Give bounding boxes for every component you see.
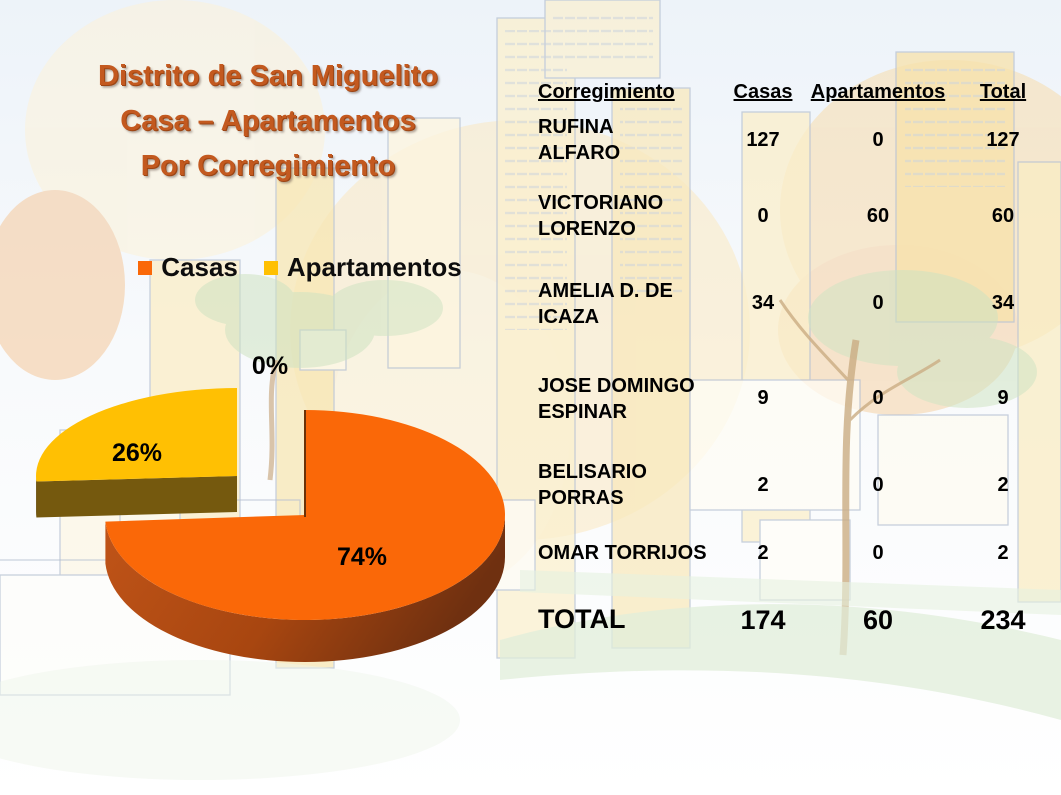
col-header-corregimiento: Corregimiento (538, 81, 675, 103)
cell-apartamentos: 0 (872, 128, 884, 151)
col-header-apartamentos: Apartamentos (810, 81, 946, 103)
cell-apartamentos: 60 (866, 204, 890, 227)
cell-total: 60 (991, 204, 1015, 227)
table-row: AMELIA D. DE ICAZA 34 0 34 (538, 256, 1053, 351)
cell-corregimiento: RUFINA ALFARO (538, 116, 621, 164)
col-header-casas: Casas (733, 81, 793, 103)
table-row: RUFINA ALFARO 127 0 127 (538, 104, 1053, 176)
cell-corregimiento: OMAR TORRIJOS (538, 542, 707, 564)
table-total-row: TOTAL 174 60 234 (538, 582, 1053, 658)
title-line-3: Por Corregimiento (140, 149, 396, 182)
chart-legend: Casas Apartamentos (100, 252, 500, 283)
cell-corregimiento: JOSE DOMINGO ESPINAR (538, 374, 695, 423)
cell-casas: 174 (740, 604, 786, 635)
table-header-row: Corregimiento Casas Apartamentos Total (538, 62, 1053, 104)
pie-slice-apartamentos (36, 388, 237, 482)
cell-casas: 2 (757, 473, 769, 496)
table-row: VICTORIANO LORENZO 0 60 60 (538, 176, 1053, 256)
table-row: BELISARIO PORRAS 2 0 2 (538, 446, 1053, 524)
cell-total: 2 (997, 473, 1009, 496)
page-title: Distrito de San Miguelito Casa – Apartam… (8, 54, 528, 189)
data-table: Corregimiento Casas Apartamentos Total R… (538, 62, 1053, 658)
cell-corregimiento: BELISARIO PORRAS (538, 461, 647, 509)
legend-label: Casas (161, 252, 238, 282)
cell-casas: 34 (751, 292, 775, 314)
cell-apartamentos: 0 (872, 387, 884, 409)
cell-apartamentos: 0 (872, 292, 884, 314)
legend-item-apartamentos: Apartamentos (263, 252, 462, 283)
legend-swatch-icon (263, 260, 278, 275)
title-line-2: Casa – Apartamentos (120, 104, 416, 137)
cell-casas: 127 (746, 128, 780, 151)
cell-total: 2 (997, 541, 1009, 564)
cell-corregimiento: VICTORIANO LORENZO (538, 192, 664, 240)
cell-total: 9 (997, 387, 1009, 409)
title-line-1: Distrito de San Miguelito (98, 60, 438, 92)
pie-label-zero: 0% (251, 352, 289, 380)
legend-label: Apartamentos (286, 252, 462, 282)
table-row: OMAR TORRIJOS 2 0 2 (538, 524, 1053, 582)
cell-apartamentos: 60 (862, 604, 894, 635)
legend-item-casas: Casas (138, 252, 238, 283)
cell-corregimiento: AMELIA D. DE ICAZA (538, 279, 673, 328)
pie-label-apartamentos: 26% (111, 439, 163, 467)
pie-side-apartamentos (36, 476, 238, 518)
cell-total: 127 (986, 128, 1020, 151)
pie-label-casas: 74% (336, 543, 388, 571)
table-row: JOSE DOMINGO ESPINAR 9 0 9 (538, 351, 1053, 446)
cell-apartamentos: 0 (872, 541, 884, 564)
cell-total: 234 (980, 604, 1026, 635)
cell-casas: 9 (757, 387, 769, 409)
legend-swatch-icon (138, 260, 153, 275)
cell-casas: 0 (757, 204, 769, 227)
cell-casas: 2 (757, 541, 769, 564)
pie-rim-casas (105, 515, 506, 662)
cell-corregimiento: TOTAL (538, 604, 626, 635)
cell-total: 34 (991, 292, 1015, 314)
col-header-total: Total (979, 81, 1027, 103)
cell-apartamentos: 0 (872, 473, 884, 496)
